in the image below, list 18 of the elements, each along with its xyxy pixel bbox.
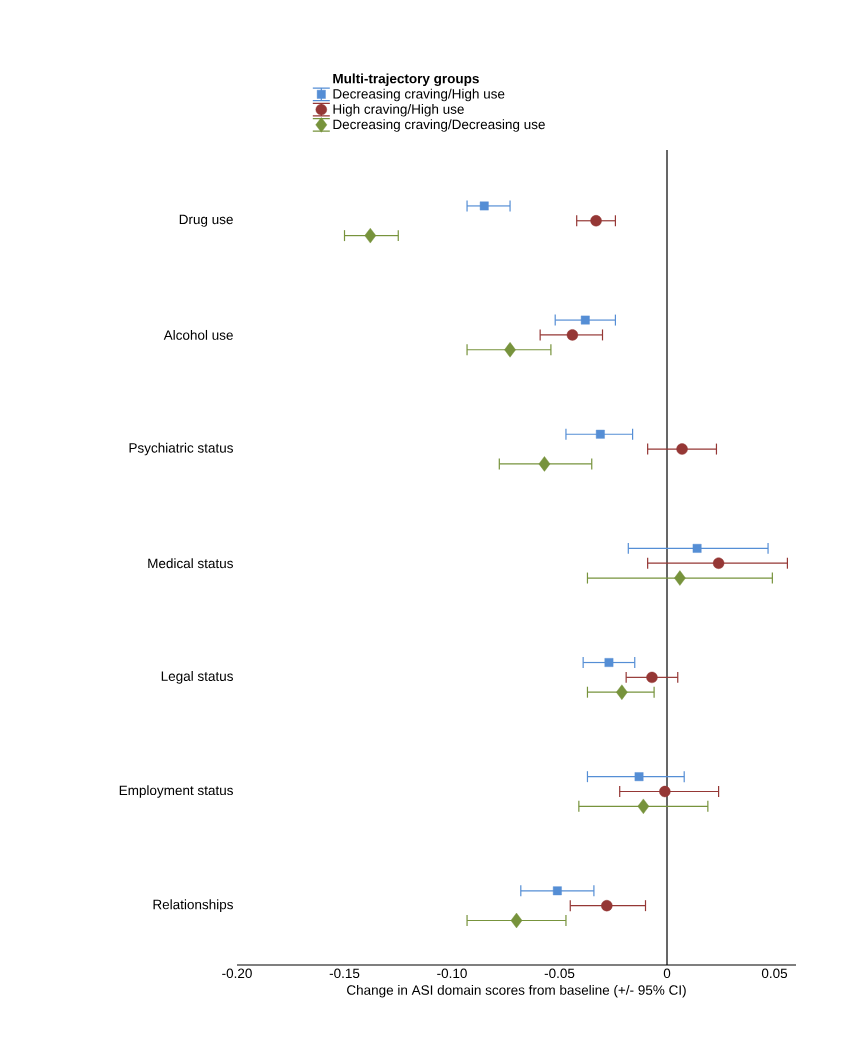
y-tick-label: Employment status [119,785,233,798]
y-tick-label: Legal status [161,671,233,684]
x-tick-label: -0.15 [329,968,360,979]
x-tick-label: 0.05 [761,968,788,979]
legend-title: Multi-trajectory groups [333,73,479,87]
x-tick-label: -0.20 [222,968,252,979]
x-tick-label: -0.05 [544,968,575,979]
y-tick-label: Psychiatric status [129,442,233,456]
legend-label: Decreasing craving/Decreasing use [333,119,545,132]
y-tick-label: Alcohol use [163,329,233,340]
x-axis-title: Change in ASI domain scores from baseline (+/- 95% CI) [347,984,686,998]
y-tick-label: Medical status [148,558,233,569]
legend-label: High craving/High use [333,103,464,117]
legend-label: Decreasing craving/High use [333,88,505,102]
x-tick-label: -0.10 [437,968,467,979]
y-tick-label: Drug use [179,214,233,227]
x-tick-label: 0 [663,968,671,979]
y-tick-label: Relationships [153,899,233,912]
